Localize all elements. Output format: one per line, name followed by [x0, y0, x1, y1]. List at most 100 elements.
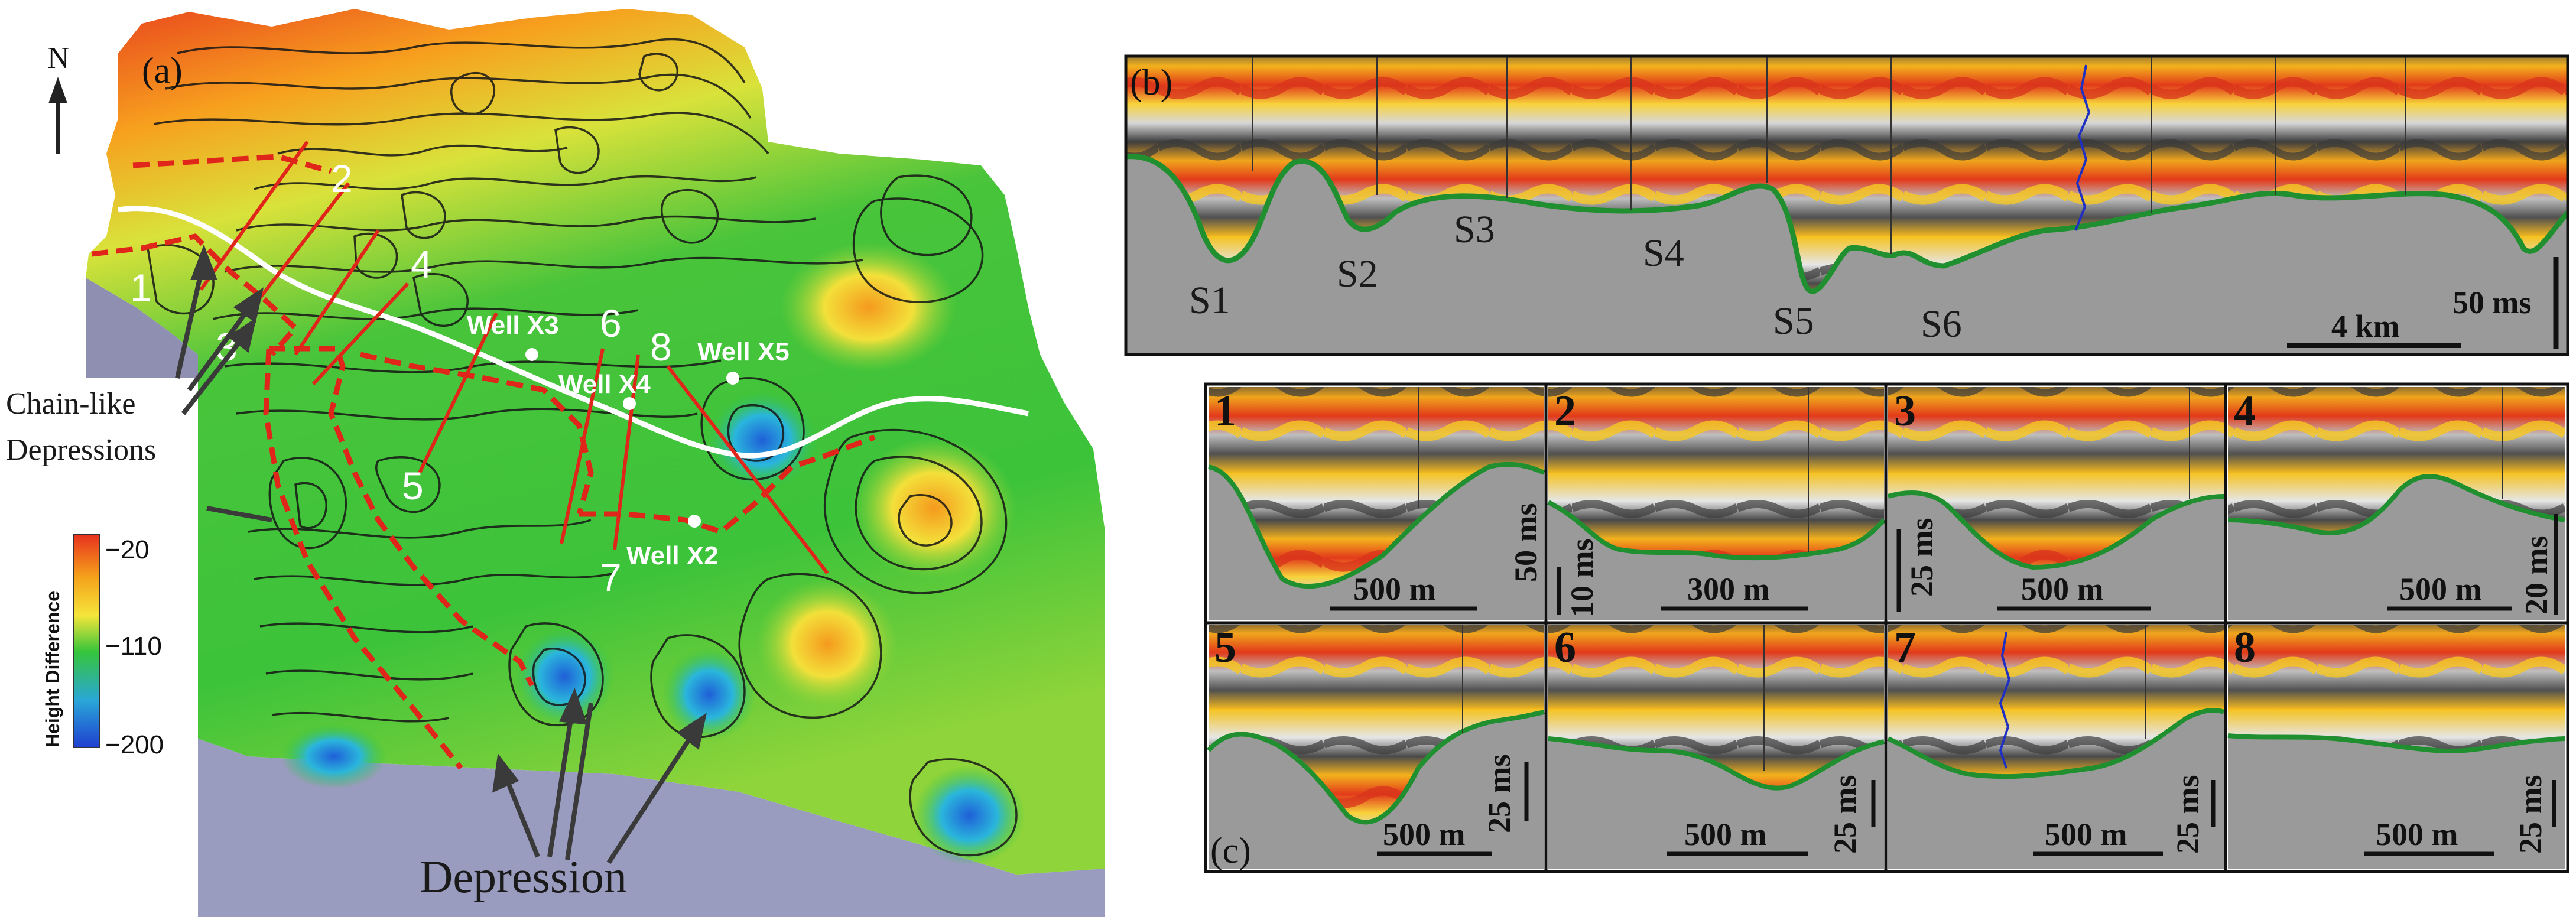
- tile-number: 3: [1894, 387, 1916, 435]
- tile-scale-v: 10 ms: [1564, 539, 1600, 618]
- section-label-2: 2: [331, 157, 353, 200]
- tile-number: 1: [1214, 387, 1236, 435]
- tile-scale-h: 500 m: [2045, 817, 2127, 852]
- panel-c-label: (c): [1210, 831, 1251, 871]
- well-log-trace: [2074, 64, 2091, 231]
- section-tile-2[interactable]: 2 300 m 10 ms: [1547, 387, 1886, 620]
- section-label-1: 1: [130, 266, 152, 310]
- tile-number: 8: [2234, 623, 2256, 672]
- tile-scale-h: 500 m: [2021, 571, 2104, 607]
- section-label-5: 5: [402, 464, 424, 508]
- tile-scale-h: 500 m: [2376, 817, 2458, 852]
- section-tile-6[interactable]: 6 500 m 25 ms: [1548, 623, 1885, 869]
- well-marker[interactable]: [726, 372, 739, 385]
- well-label: Well X3: [467, 311, 559, 340]
- blue-depression: [281, 724, 387, 789]
- section-tile-8[interactable]: 8 500 m 25 ms: [2227, 623, 2565, 869]
- chain-depressions-label: Depressions: [6, 433, 156, 467]
- panel-b-border: [1124, 54, 2569, 356]
- legend-colorbar: [73, 534, 100, 748]
- tile-scale-v: 25 ms: [2170, 775, 2205, 854]
- tile-scale-v: 25 ms: [1904, 518, 1940, 597]
- chain-depression-arrows: [175, 244, 272, 522]
- panel-b-label: (b): [1130, 63, 1172, 103]
- contour-lines: [147, 38, 1018, 857]
- section-line-8: [666, 365, 829, 574]
- section-s5: S5: [1773, 300, 1814, 343]
- tile-scale-v: 25 ms: [2513, 775, 2548, 854]
- trace-lines: [1252, 56, 2406, 254]
- well-label: Well X2: [626, 541, 719, 570]
- yellow-hill: [780, 242, 957, 372]
- section-line-2: [246, 182, 350, 314]
- legend-tick: −20: [105, 535, 150, 564]
- section-s2: S2: [1337, 252, 1378, 295]
- panel-a: 1 2 3 4 5 6 7 8 Well X3 Well X4 Well X5 …: [6, 9, 1105, 917]
- section-line-1: [199, 141, 309, 291]
- section-s4: S4: [1643, 232, 1684, 275]
- panel-b-horizon: [1125, 154, 2570, 294]
- panel-c: 1 500 m 50 ms 2 300 m 10 ms 3 500 m: [1204, 382, 2569, 873]
- section-line-4: [311, 282, 410, 386]
- section-tile-7[interactable]: 7 500 m 25 ms: [1887, 623, 2225, 869]
- section-s6: S6: [1921, 303, 1962, 346]
- tile-scale-v: 50 ms: [1508, 503, 1544, 583]
- legend-tick: −200: [105, 730, 164, 759]
- tile-number: 4: [2234, 387, 2256, 435]
- panel-b: (b) S1 S2 S3 S4 S5 S6 4 km 50 ms: [1124, 54, 2570, 356]
- section-line-6: [560, 348, 605, 544]
- well-label: Well X5: [697, 337, 790, 366]
- blue-depression: [662, 647, 756, 742]
- section-s1: S1: [1189, 279, 1230, 322]
- well-marker[interactable]: [623, 397, 636, 410]
- tile-dividers: [1206, 384, 2568, 872]
- scale-label-horizontal: 4 km: [2331, 308, 2400, 344]
- panel-a-label: (a): [142, 51, 183, 91]
- section-label-7: 7: [600, 555, 622, 599]
- tile-number: 2: [1554, 387, 1576, 435]
- tile-scale-v: 20 ms: [2519, 536, 2554, 615]
- section-tile-5[interactable]: 5 500 m 25 ms: [1206, 623, 1545, 869]
- well-log-trace: [1999, 632, 2011, 769]
- chain-like-label: Chain-like: [6, 387, 136, 421]
- blue-depression: [913, 765, 1025, 866]
- well-marker[interactable]: [688, 515, 701, 528]
- section-tile-1[interactable]: 1 500 m 50 ms: [1208, 387, 1545, 620]
- yellow-hill: [756, 579, 898, 709]
- section-label-6: 6: [600, 301, 622, 345]
- tile-scale-h: 500 m: [1383, 817, 1466, 852]
- legend-tick: −110: [105, 632, 162, 661]
- legend-title: Height Difference: [42, 591, 63, 747]
- north-label: N: [47, 41, 70, 75]
- north-arrow: N: [47, 41, 70, 154]
- scale-label-vertical: 50 ms: [2452, 285, 2532, 320]
- depression-arrows: [492, 688, 707, 864]
- tile-scale-v: 25 ms: [1827, 775, 1863, 854]
- blue-depression: [514, 626, 615, 727]
- section-line-3: [294, 229, 380, 356]
- tile-scale-h: 500 m: [1684, 817, 1767, 852]
- tile-number: 6: [1554, 623, 1576, 672]
- tile-number: 5: [1214, 623, 1236, 672]
- section-tile-3[interactable]: 3 500 m 25 ms: [1887, 387, 2224, 620]
- depression-label: Depression: [420, 851, 627, 902]
- height-legend: −20 −110 −200 Height Difference: [42, 534, 164, 759]
- section-s3: S3: [1454, 208, 1495, 251]
- section-tile-4[interactable]: 4 500 m 20 ms: [2227, 387, 2565, 620]
- tile-scale-h: 500 m: [2399, 571, 2482, 607]
- section-lines: [199, 141, 829, 574]
- tile-number: 7: [1894, 623, 1916, 672]
- section-label-8: 8: [650, 325, 672, 369]
- section-line-7: [613, 354, 640, 550]
- terrain-base-left: [86, 278, 198, 378]
- well-marker[interactable]: [525, 348, 538, 361]
- yellow-hill: [851, 437, 1016, 579]
- tile-scale-h: 300 m: [1687, 571, 1770, 607]
- well-label: Well X4: [558, 370, 651, 399]
- section-label-4: 4: [411, 242, 433, 286]
- section-line-5: [418, 312, 498, 474]
- terrain-base-bottom: [198, 739, 1105, 917]
- tile-scale-h: 500 m: [1353, 571, 1436, 607]
- tile-scale-v: 25 ms: [1482, 755, 1517, 834]
